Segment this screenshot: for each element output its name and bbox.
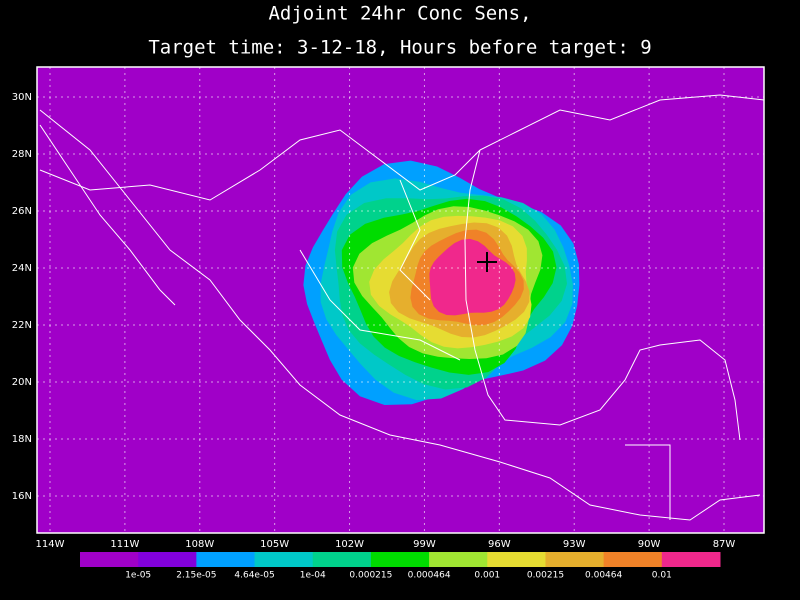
lat-label: 18N (12, 434, 32, 445)
colorbar-label: 0.01 (652, 571, 672, 581)
target-marker (477, 252, 497, 272)
lon-label: 105W (260, 539, 289, 550)
lon-label: 93W (563, 539, 586, 550)
lon-label: 99W (413, 539, 436, 550)
colorbar-swatch (254, 552, 314, 567)
colorbar-label: 0.000464 (408, 571, 451, 581)
colorbar-label: 0.00215 (527, 571, 564, 581)
colorbar-label: 1e-04 (300, 571, 326, 581)
colorbar-swatch (487, 552, 546, 567)
lat-label: 16N (12, 491, 32, 502)
coastline (479, 94, 765, 151)
lat-label: 24N (12, 263, 32, 274)
colorbar-swatch (429, 552, 488, 567)
colorbar-label: 4.64e-05 (234, 571, 274, 581)
colorbar-swatch (661, 552, 721, 567)
lon-label: 111W (110, 539, 139, 550)
colorbar-swatch (312, 552, 372, 567)
lon-label: 108W (185, 539, 214, 550)
lon-label: 90W (638, 539, 661, 550)
lon-label: 102W (335, 539, 364, 550)
lat-label: 30N (12, 92, 32, 103)
title-line: Target time: 3-12-18, Hours before targe… (148, 37, 651, 59)
coastline (39, 109, 761, 521)
lon-label: 87W (713, 539, 736, 550)
colorbar-label: 0.00464 (585, 571, 622, 581)
lat-label: 20N (12, 377, 32, 388)
lat-label: 28N (12, 149, 32, 160)
coastline (299, 249, 461, 361)
colorbar-label: 0.000215 (349, 571, 392, 581)
colorbar-swatch (603, 552, 663, 567)
coastline (464, 149, 741, 441)
colorbar-swatch (545, 552, 605, 567)
lon-label: 96W (488, 539, 511, 550)
colorbar-label: 0.001 (474, 571, 500, 581)
colorbar-swatch (196, 552, 256, 567)
title-line: Adjoint 24hr Conc Sens, (268, 3, 531, 25)
coastline (399, 179, 431, 301)
colorbar-label: 2.15e-05 (176, 571, 216, 581)
coastline (39, 129, 481, 201)
contour-band (429, 238, 516, 316)
colorbar-swatch (370, 552, 430, 567)
colorbar-label: 1e-05 (125, 571, 151, 581)
coastline (625, 444, 671, 520)
map-frame (36, 66, 765, 534)
lon-label: 114W (36, 539, 65, 550)
colorbar-swatch (138, 552, 197, 567)
colorbar-swatch (80, 552, 139, 567)
lat-label: 22N (12, 320, 32, 331)
coastline (39, 124, 176, 306)
lat-label: 26N (12, 206, 32, 217)
